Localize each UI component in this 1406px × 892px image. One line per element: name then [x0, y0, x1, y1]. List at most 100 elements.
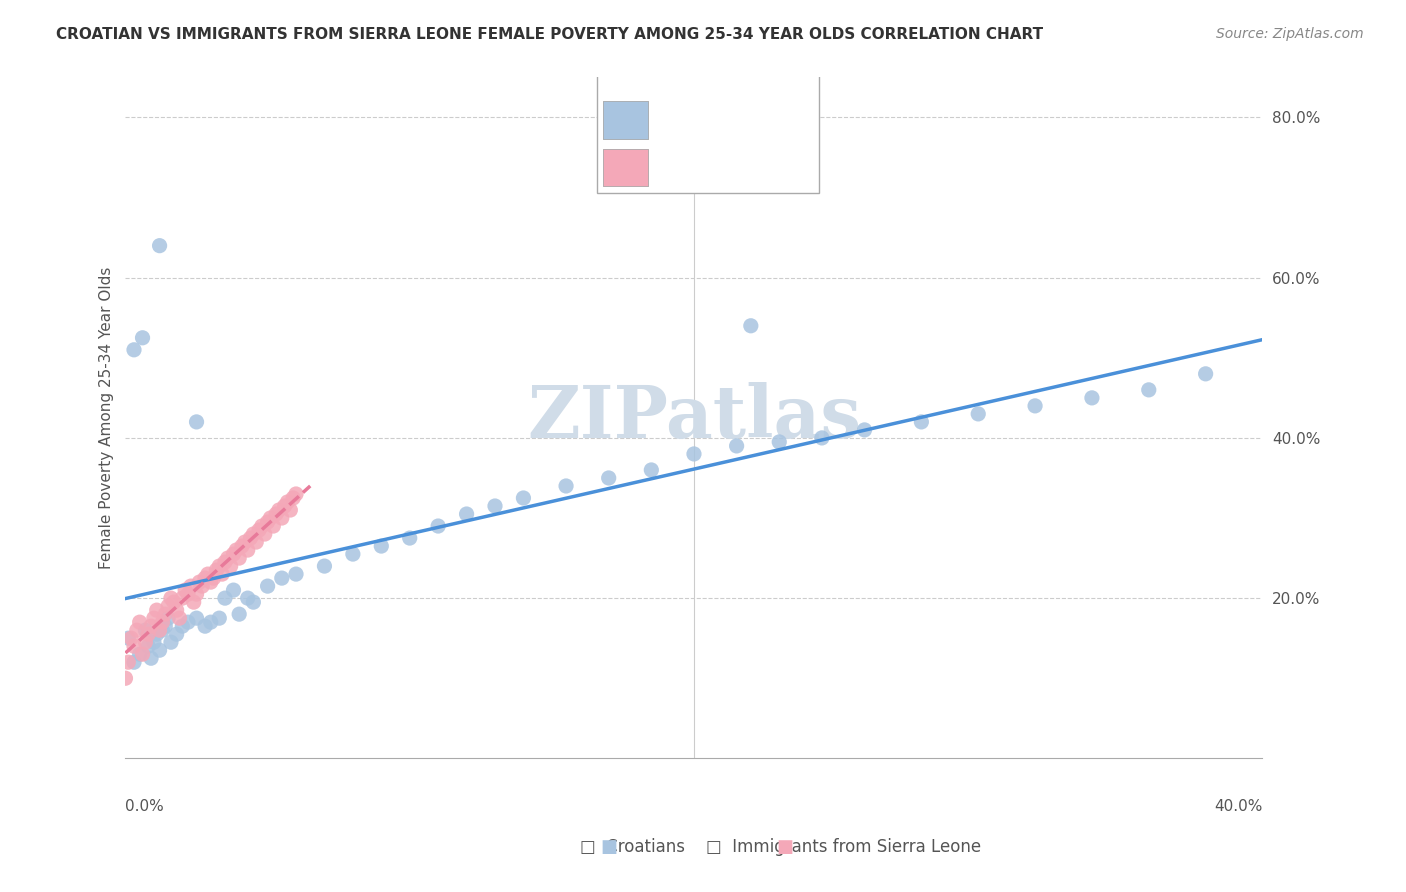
Croatians	[342, 547, 364, 561]
Croatians	[194, 619, 217, 633]
Immigrants from Sierra Leone	[155, 607, 177, 622]
Immigrants from Sierra Leone	[262, 519, 284, 533]
Immigrants from Sierra Leone	[142, 611, 165, 625]
FancyBboxPatch shape	[598, 74, 820, 194]
Immigrants from Sierra Leone	[245, 535, 267, 549]
Croatians	[314, 559, 336, 574]
Croatians	[967, 407, 990, 421]
Immigrants from Sierra Leone	[247, 523, 270, 537]
Immigrants from Sierra Leone	[285, 487, 308, 501]
Immigrants from Sierra Leone	[239, 531, 262, 545]
Immigrants from Sierra Leone	[259, 511, 281, 525]
Immigrants from Sierra Leone	[200, 575, 222, 590]
Immigrants from Sierra Leone	[194, 571, 217, 585]
Croatians	[256, 579, 278, 593]
Immigrants from Sierra Leone	[177, 587, 200, 601]
Immigrants from Sierra Leone	[172, 591, 194, 606]
Croatians	[853, 423, 876, 437]
Croatians	[122, 343, 145, 357]
Croatians	[370, 539, 392, 553]
Text: ■: ■	[776, 838, 793, 856]
Croatians	[177, 615, 200, 629]
Croatians	[186, 611, 208, 625]
Immigrants from Sierra Leone	[169, 611, 191, 625]
Immigrants from Sierra Leone	[211, 567, 233, 582]
Croatians	[228, 607, 250, 622]
Immigrants from Sierra Leone	[145, 603, 167, 617]
Immigrants from Sierra Leone	[270, 511, 292, 525]
Text: 40.0%: 40.0%	[1215, 799, 1263, 814]
Immigrants from Sierra Leone	[149, 623, 172, 637]
Croatians	[811, 431, 834, 445]
Immigrants from Sierra Leone	[202, 571, 225, 585]
Croatians	[222, 583, 245, 598]
Croatians	[285, 567, 308, 582]
Immigrants from Sierra Leone	[233, 535, 256, 549]
Immigrants from Sierra Leone	[163, 595, 186, 609]
Croatians	[149, 238, 172, 252]
Text: R = 0.32: R = 0.32	[659, 158, 740, 177]
Y-axis label: Female Poverty Among 25-34 Year Olds: Female Poverty Among 25-34 Year Olds	[100, 267, 114, 569]
Text: ZIPatlas: ZIPatlas	[527, 383, 860, 453]
Immigrants from Sierra Leone	[231, 539, 253, 553]
Croatians	[117, 631, 139, 645]
Croatians	[1137, 383, 1160, 397]
FancyBboxPatch shape	[603, 102, 648, 139]
Croatians	[683, 447, 706, 461]
Immigrants from Sierra Leone	[166, 603, 188, 617]
Immigrants from Sierra Leone	[136, 627, 159, 641]
Immigrants from Sierra Leone	[219, 559, 242, 574]
Croatians	[740, 318, 762, 333]
Immigrants from Sierra Leone	[183, 595, 205, 609]
Text: N = 55: N = 55	[740, 106, 801, 124]
Croatians	[152, 623, 174, 637]
Immigrants from Sierra Leone	[125, 623, 148, 637]
Croatians	[208, 611, 231, 625]
Immigrants from Sierra Leone	[276, 495, 298, 509]
Croatians	[1194, 367, 1216, 381]
Text: ■: ■	[600, 838, 617, 856]
Immigrants from Sierra Leone	[217, 551, 239, 566]
Immigrants from Sierra Leone	[160, 591, 183, 606]
Immigrants from Sierra Leone	[191, 579, 214, 593]
Immigrants from Sierra Leone	[214, 555, 236, 569]
Immigrants from Sierra Leone	[208, 559, 231, 574]
Croatians	[142, 635, 165, 649]
Croatians	[270, 571, 292, 585]
Immigrants from Sierra Leone	[134, 635, 156, 649]
Immigrants from Sierra Leone	[128, 615, 150, 629]
Croatians	[555, 479, 578, 493]
Croatians	[1081, 391, 1104, 405]
Croatians	[134, 623, 156, 637]
Croatians	[186, 415, 208, 429]
Croatians	[200, 615, 222, 629]
Immigrants from Sierra Leone	[264, 507, 287, 521]
Croatians	[768, 434, 790, 449]
Croatians	[172, 619, 194, 633]
Croatians	[512, 491, 534, 505]
Immigrants from Sierra Leone	[174, 583, 197, 598]
Croatians	[128, 647, 150, 661]
Croatians	[456, 507, 478, 521]
Croatians	[145, 627, 167, 641]
Immigrants from Sierra Leone	[157, 599, 180, 614]
Immigrants from Sierra Leone	[205, 563, 228, 577]
Croatians	[157, 611, 180, 625]
Text: CROATIAN VS IMMIGRANTS FROM SIERRA LEONE FEMALE POVERTY AMONG 25-34 YEAR OLDS CO: CROATIAN VS IMMIGRANTS FROM SIERRA LEONE…	[56, 27, 1043, 42]
Croatians	[136, 639, 159, 653]
Immigrants from Sierra Leone	[122, 639, 145, 653]
Immigrants from Sierra Leone	[278, 503, 301, 517]
Immigrants from Sierra Leone	[114, 671, 136, 685]
Croatians	[122, 655, 145, 669]
Immigrants from Sierra Leone	[283, 491, 305, 505]
Immigrants from Sierra Leone	[236, 543, 259, 558]
Immigrants from Sierra Leone	[256, 515, 278, 529]
Text: □  Croatians: □ Croatians	[581, 838, 685, 856]
Immigrants from Sierra Leone	[139, 619, 162, 633]
Immigrants from Sierra Leone	[152, 615, 174, 629]
Immigrants from Sierra Leone	[253, 527, 276, 541]
Text: 0.0%: 0.0%	[125, 799, 165, 814]
Croatians	[598, 471, 620, 485]
Immigrants from Sierra Leone	[131, 647, 153, 661]
Croatians	[166, 627, 188, 641]
